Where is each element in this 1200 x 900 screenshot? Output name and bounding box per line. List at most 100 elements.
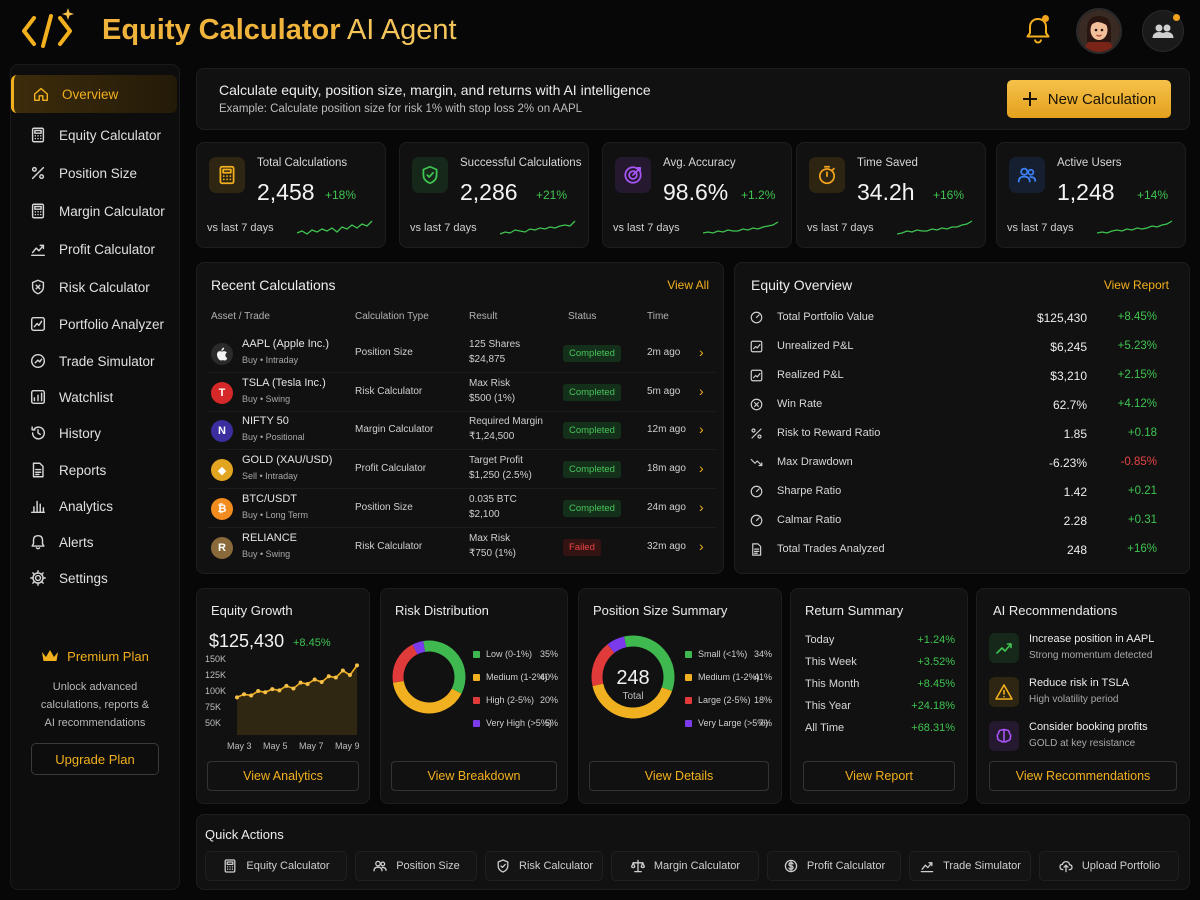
view-details-button[interactable]: View Details (589, 761, 769, 791)
upgrade-plan-button[interactable]: Upgrade Plan (31, 743, 159, 775)
stat-change: +21% (536, 188, 568, 202)
result-line-2: $2,100 (469, 508, 500, 520)
asset-trade-detail: Buy • Swing (242, 548, 291, 559)
sparkline-path (703, 221, 779, 234)
table-row[interactable]: T TSLA (Tesla Inc.) Buy • Swing Risk Calcul… (207, 374, 715, 412)
trend-up-icon (989, 633, 1019, 663)
sidebar-item-settings[interactable]: Settings (11, 559, 179, 597)
recommendation-item[interactable]: Consider booking profits GOLD at key resi… (989, 719, 1175, 759)
tesla-logo-icon: T (211, 381, 233, 404)
chevron-right-icon[interactable]: › (699, 460, 704, 477)
quick-action-position-size[interactable]: Position Size (355, 851, 477, 881)
sidebar-item-equity-calculator[interactable]: Equity Calculator (11, 116, 179, 154)
quick-action-upload-portfolio[interactable]: Upload Portfolio (1039, 851, 1179, 881)
quick-action-trade-simulator[interactable]: Trade Simulator (909, 851, 1031, 881)
equity-point (326, 674, 331, 679)
trend-sparkline (297, 220, 373, 235)
donut-slice (423, 640, 466, 694)
sidebar-item-analytics[interactable]: Analytics (11, 487, 179, 525)
stat-value: 98.6% (663, 179, 729, 205)
equity-growth-chart: 150K 125K 100K 75K 50K May 3 May 5 May 7 May 9 (205, 654, 360, 751)
equity-point (242, 692, 247, 697)
quick-action-risk-calculator[interactable]: Risk Calculator (485, 851, 603, 881)
legend-label: Medium (1-2%) (486, 672, 548, 682)
metric-name: Total Portfolio Value (777, 311, 875, 323)
view-analytics-button[interactable]: View Analytics (207, 761, 359, 791)
sidebar-item-label: Analytics (59, 498, 114, 514)
header-result: Result (469, 311, 498, 322)
sidebar-item-profit-calculator[interactable]: Profit Calculator (11, 230, 179, 268)
equity-point (284, 683, 289, 688)
return-row: All Time +68.31% (805, 719, 955, 741)
legend-label: Small (<1%) (698, 649, 748, 659)
stat-footer: vs last 7 days (207, 222, 274, 234)
chevron-right-icon[interactable]: › (699, 498, 704, 515)
recommendation-subtitle: GOLD at key resistance (1029, 738, 1136, 749)
team-users-icon[interactable] (1142, 10, 1184, 52)
sidebar-item-label: Risk Calculator (59, 279, 150, 295)
notifications-bell-icon[interactable] (1022, 14, 1054, 46)
table-row[interactable]: R RELIANCE Buy • Swing Risk Calculator Max R… (207, 529, 715, 567)
sparkline-path (897, 220, 973, 235)
sidebar-item-portfolio-analyzer[interactable]: Portfolio Analyzer (11, 305, 179, 343)
recommendation-item[interactable]: Reduce risk in TSLA High volatility perio… (989, 675, 1175, 715)
view-report-button[interactable]: View Report (803, 761, 955, 791)
table-row[interactable]: ₿ BTC/USDT Buy • Long Term Position Size 0.0… (207, 490, 715, 528)
stat-footer: vs last 7 days (807, 222, 874, 234)
legend-label: Large (2-5%) (698, 695, 751, 705)
stat-card-avg-accuracy: Avg. Accuracy 98.6% +1.2% vs last 7 days (602, 142, 792, 248)
stat-change: +1.2% (741, 188, 776, 202)
chevron-right-icon[interactable]: › (699, 382, 704, 399)
chevron-right-icon[interactable]: › (699, 421, 704, 438)
legend-item: Medium (1-2%) (685, 672, 760, 682)
view-report-link[interactable]: View Report (1103, 278, 1169, 292)
quick-action-margin-calculator[interactable]: Margin Calculator (611, 851, 759, 881)
sidebar-item-trade-simulator[interactable]: Trade Simulator (11, 342, 179, 380)
sidebar-item-position-size[interactable]: Position Size (11, 154, 179, 192)
result-line-1: 125 Shares (469, 339, 521, 350)
quick-action-profit-calculator[interactable]: Profit Calculator (767, 851, 901, 881)
history-icon (29, 424, 59, 442)
legend-label: High (2-5%) (486, 695, 535, 705)
new-calculation-button[interactable]: New Calculation (1007, 80, 1171, 118)
table-row[interactable]: N NIFTY 50 Buy • Positional Margin Calculat… (207, 412, 715, 451)
table-row[interactable]: AAPL (Apple Inc.) Buy • Intraday Position … (207, 335, 715, 373)
sidebar-item-history[interactable]: History (11, 414, 179, 452)
view-recommendations-button[interactable]: View Recommendations (989, 761, 1177, 791)
sidebar-item-reports[interactable]: Reports (11, 451, 179, 489)
overview-row: Realized P&L $3,210 +2.15% (749, 362, 1173, 391)
return-period: All Time (805, 722, 845, 734)
sidebar-item-margin-calculator[interactable]: Margin Calculator (11, 192, 179, 230)
legend-percent: 41% (753, 672, 772, 682)
legend-item: Very High (>5%) (473, 718, 552, 728)
percent-icon (29, 164, 59, 182)
metric-name: Calmar Ratio (777, 514, 842, 526)
view-breakdown-button[interactable]: View Breakdown (391, 761, 557, 791)
chevron-right-icon[interactable]: › (699, 344, 704, 360)
result-line-1: Max Risk (469, 377, 511, 389)
return-value: +24.18% (911, 700, 955, 712)
metric-value: 1.85 (1063, 427, 1087, 441)
sidebar-item-alerts[interactable]: Alerts (11, 523, 179, 561)
chevron-right-icon[interactable]: › (699, 537, 704, 554)
x-tick-label: May 3 (227, 741, 252, 751)
user-avatar[interactable] (1076, 8, 1122, 54)
equity-point (312, 677, 317, 682)
quick-action-label: Profit Calculator (806, 860, 886, 872)
quick-action-equity-calculator[interactable]: Equity Calculator (205, 851, 347, 881)
recent-calculations-panel: Recent Calculations View All Asset / Tra… (196, 262, 724, 574)
sparkline-path (500, 220, 576, 235)
recommendation-item[interactable]: Increase position in AAPL Strong momentum… (989, 631, 1175, 671)
legend-item: Large (2-5%) (685, 695, 751, 705)
sidebar-item-overview[interactable]: Overview (11, 75, 177, 113)
sidebar-item-risk-calculator[interactable]: Risk Calculator (11, 268, 179, 306)
metric-name: Realized P&L (777, 369, 844, 381)
metric-value: $125,430 (1036, 311, 1087, 325)
asset-trade-detail: Buy • Intraday (242, 355, 299, 365)
status-badge: Completed (563, 345, 621, 362)
table-row[interactable]: ◆ GOLD (XAU/USD) Sell • Intraday Profit Cal… (207, 451, 715, 490)
view-all-link[interactable]: View All (667, 278, 709, 292)
stat-label: Time Saved (857, 157, 918, 169)
sidebar-item-watchlist[interactable]: Watchlist (11, 378, 179, 416)
